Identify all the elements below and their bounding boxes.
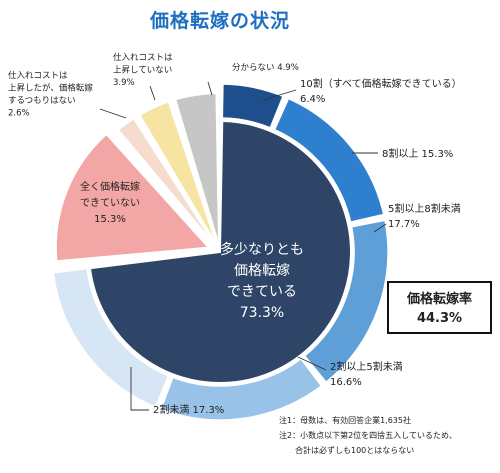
leader-s0 — [130, 367, 149, 411]
label-none: 全く価格転嫁できていない 15.3% — [80, 180, 140, 225]
notes: 注1：母数は、有効回答企業1,635社 注2：小数点以下第2位を四捨五入している… — [279, 413, 457, 458]
leader-s10 — [262, 89, 297, 101]
leader-noplan — [99, 108, 127, 119]
label-s0: 2割未満 17.3% — [153, 403, 224, 416]
label-s10: 10割（すべて価格転嫁できている） 6.4% — [300, 77, 462, 105]
label-norise: 仕入れコストは上昇していない 3.9% — [113, 52, 173, 88]
note-2: 注2：小数点以下第2位を四捨五入しているため、 — [279, 431, 457, 440]
note-3: 合計は必ずしも100とはならない — [279, 446, 415, 455]
slice-unknown — [174, 92, 221, 247]
rate-value: 44.3% — [416, 311, 463, 326]
slice-s8 — [273, 97, 385, 224]
rate-label: 価格転嫁率 — [406, 292, 472, 307]
pass-through-rate-box: 価格転嫁率 44.3% — [387, 281, 492, 334]
label-unknown: 分からない 4.9% — [232, 63, 299, 73]
inner-label: 多少なりとも価格転嫁できている 73.3% — [220, 241, 304, 321]
slice-norise — [138, 100, 219, 248]
leader-norise — [149, 85, 156, 101]
slice-s0 — [52, 267, 170, 409]
label-s5: 5割以上8割未満 17.7% — [388, 202, 461, 230]
leader-s2 — [297, 356, 327, 371]
note-1: 注1：母数は、有効回答企業1,635社 — [279, 416, 411, 425]
label-s8: 8割以上 15.3% — [382, 147, 453, 160]
chart-title: 価格転嫁の状況 — [149, 10, 290, 32]
slice-noplan — [116, 117, 218, 248]
label-noplan: 仕入れコストは上昇したが、価格転嫁するつもりはない 2.6% — [8, 70, 93, 119]
leader-s5 — [373, 223, 387, 233]
slice-inner-total — [88, 120, 352, 384]
slice-s2 — [159, 357, 323, 421]
slice-s10 — [221, 83, 285, 129]
slice-none — [54, 132, 211, 263]
label-s2: 2割以上5割未満 16.6% — [330, 360, 403, 388]
slice-s5 — [303, 219, 389, 384]
leader-unknown — [207, 81, 213, 96]
